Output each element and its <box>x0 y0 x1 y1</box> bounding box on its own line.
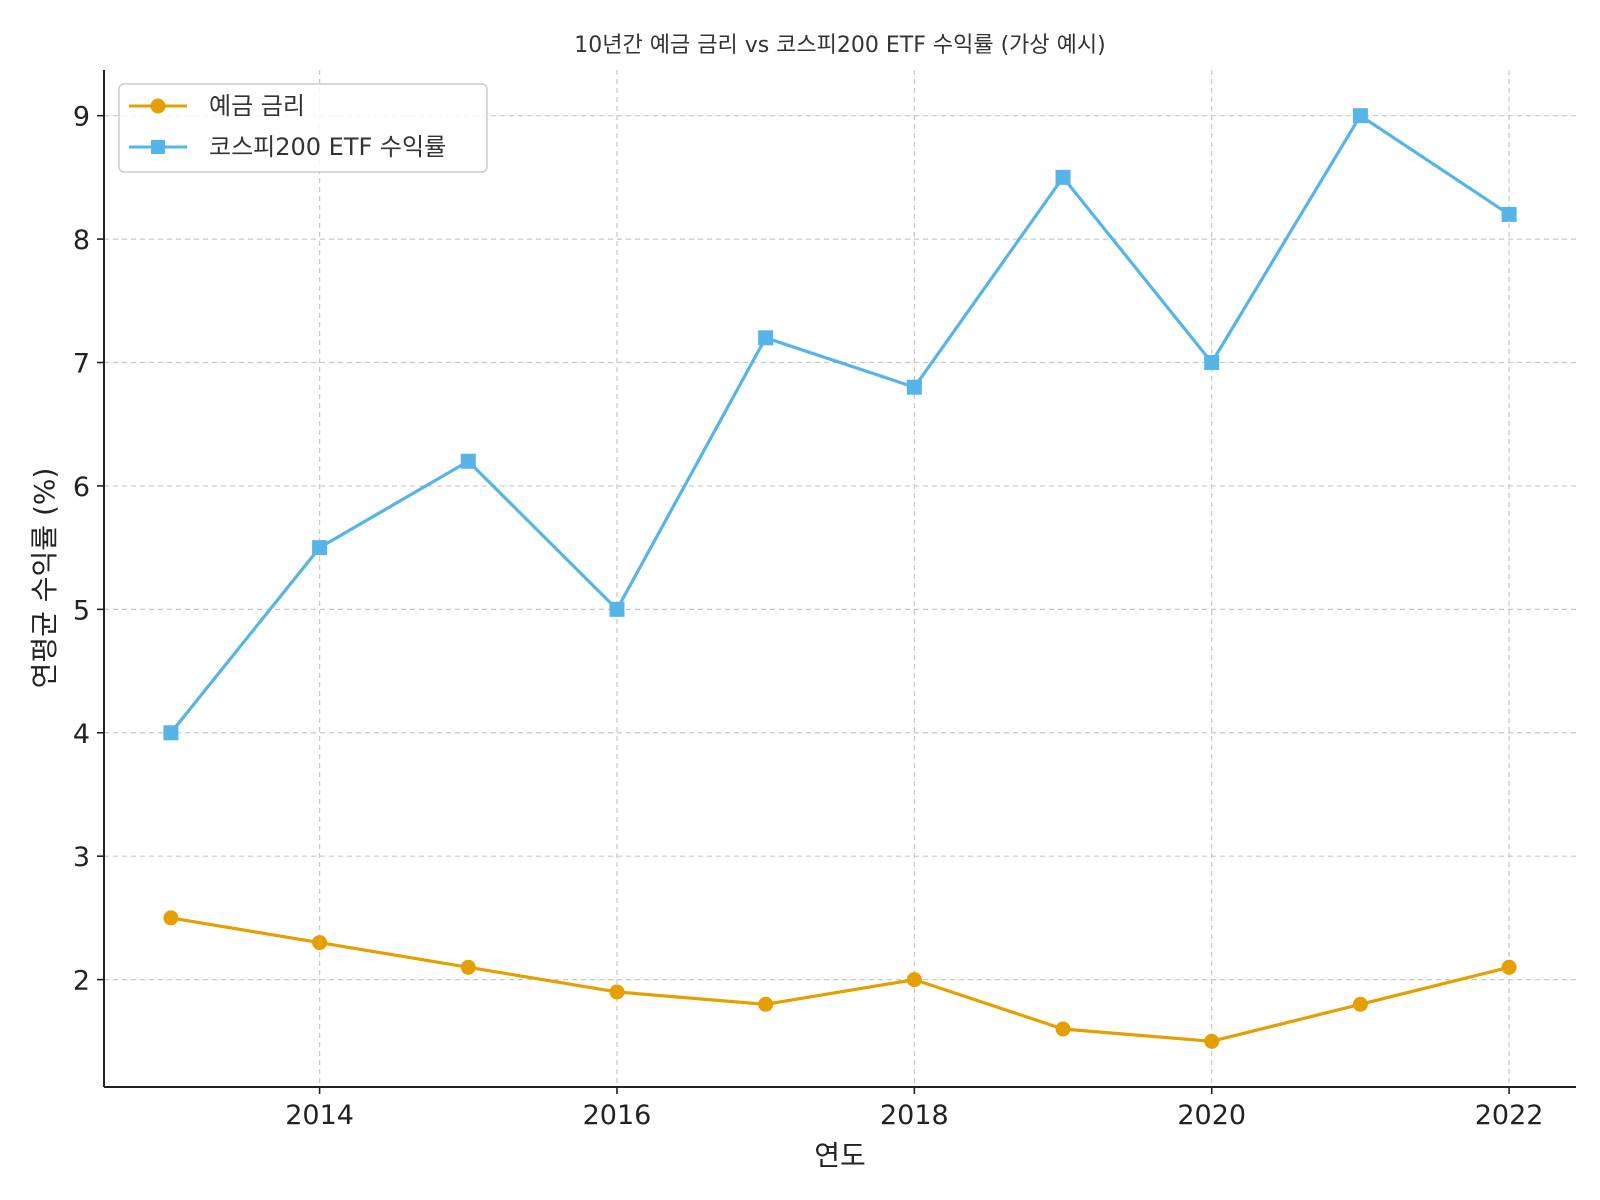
data-point-1 <box>758 330 774 346</box>
legend-marker-kospi-etf <box>151 140 165 154</box>
data-point-0 <box>1204 1033 1220 1049</box>
data-point-1 <box>1501 206 1517 222</box>
y-tick-label: 6 <box>73 472 90 503</box>
data-point-0 <box>1501 959 1517 975</box>
data-point-1 <box>312 540 328 556</box>
data-point-1 <box>906 379 922 395</box>
legend: 예금 금리 코스피200 ETF 수익률 <box>118 83 488 173</box>
x-axis-label: 연도 <box>814 1139 866 1172</box>
ticks-layer: 2014 2016 2018 2020 2022 2 3 4 5 6 7 8 9 <box>73 102 1544 1131</box>
data-point-1 <box>163 725 179 741</box>
data-point-1 <box>1352 108 1368 124</box>
x-tick-label: 2018 <box>880 1100 949 1131</box>
x-tick-label: 2016 <box>583 1100 652 1131</box>
series-layer <box>163 108 1517 1049</box>
data-point-0 <box>609 984 625 1000</box>
axes-layer <box>103 70 1576 1088</box>
data-point-0 <box>758 996 774 1012</box>
data-point-0 <box>1352 996 1368 1012</box>
y-tick-label: 5 <box>73 595 90 626</box>
legend-marker-deposit-rate <box>150 98 166 114</box>
data-point-0 <box>460 959 476 975</box>
data-point-1 <box>1204 355 1220 371</box>
series-line-1 <box>169 114 1510 734</box>
x-tick-label: 2022 <box>1475 1100 1544 1131</box>
y-tick-label: 4 <box>73 719 90 750</box>
y-tick-label: 9 <box>73 102 90 133</box>
data-point-0 <box>1055 1021 1071 1037</box>
y-tick-label: 2 <box>73 966 90 997</box>
data-point-1 <box>609 601 625 617</box>
chart-title: 10년간 예금 금리 vs 코스피200 ETF 수익률 (가상 예시) <box>574 33 1105 58</box>
y-axis-label: 연평균 수익률 (%) <box>28 468 61 689</box>
data-point-0 <box>163 910 179 926</box>
legend-box <box>118 83 488 173</box>
legend-label-deposit-rate: 예금 금리 <box>209 92 305 120</box>
y-tick-label: 3 <box>73 842 90 873</box>
series-line-0 <box>170 916 1510 1043</box>
x-tick-label: 2014 <box>285 1100 354 1131</box>
legend-label-kospi-etf: 코스피200 ETF 수익률 <box>209 133 446 161</box>
y-tick-label: 8 <box>73 225 90 256</box>
data-point-1 <box>1055 169 1071 185</box>
grid-layer <box>104 70 1576 1087</box>
y-tick-label: 7 <box>73 349 90 380</box>
x-tick-label: 2020 <box>1177 1100 1246 1131</box>
data-point-1 <box>460 453 476 469</box>
data-point-0 <box>312 935 328 951</box>
data-point-0 <box>906 972 922 988</box>
